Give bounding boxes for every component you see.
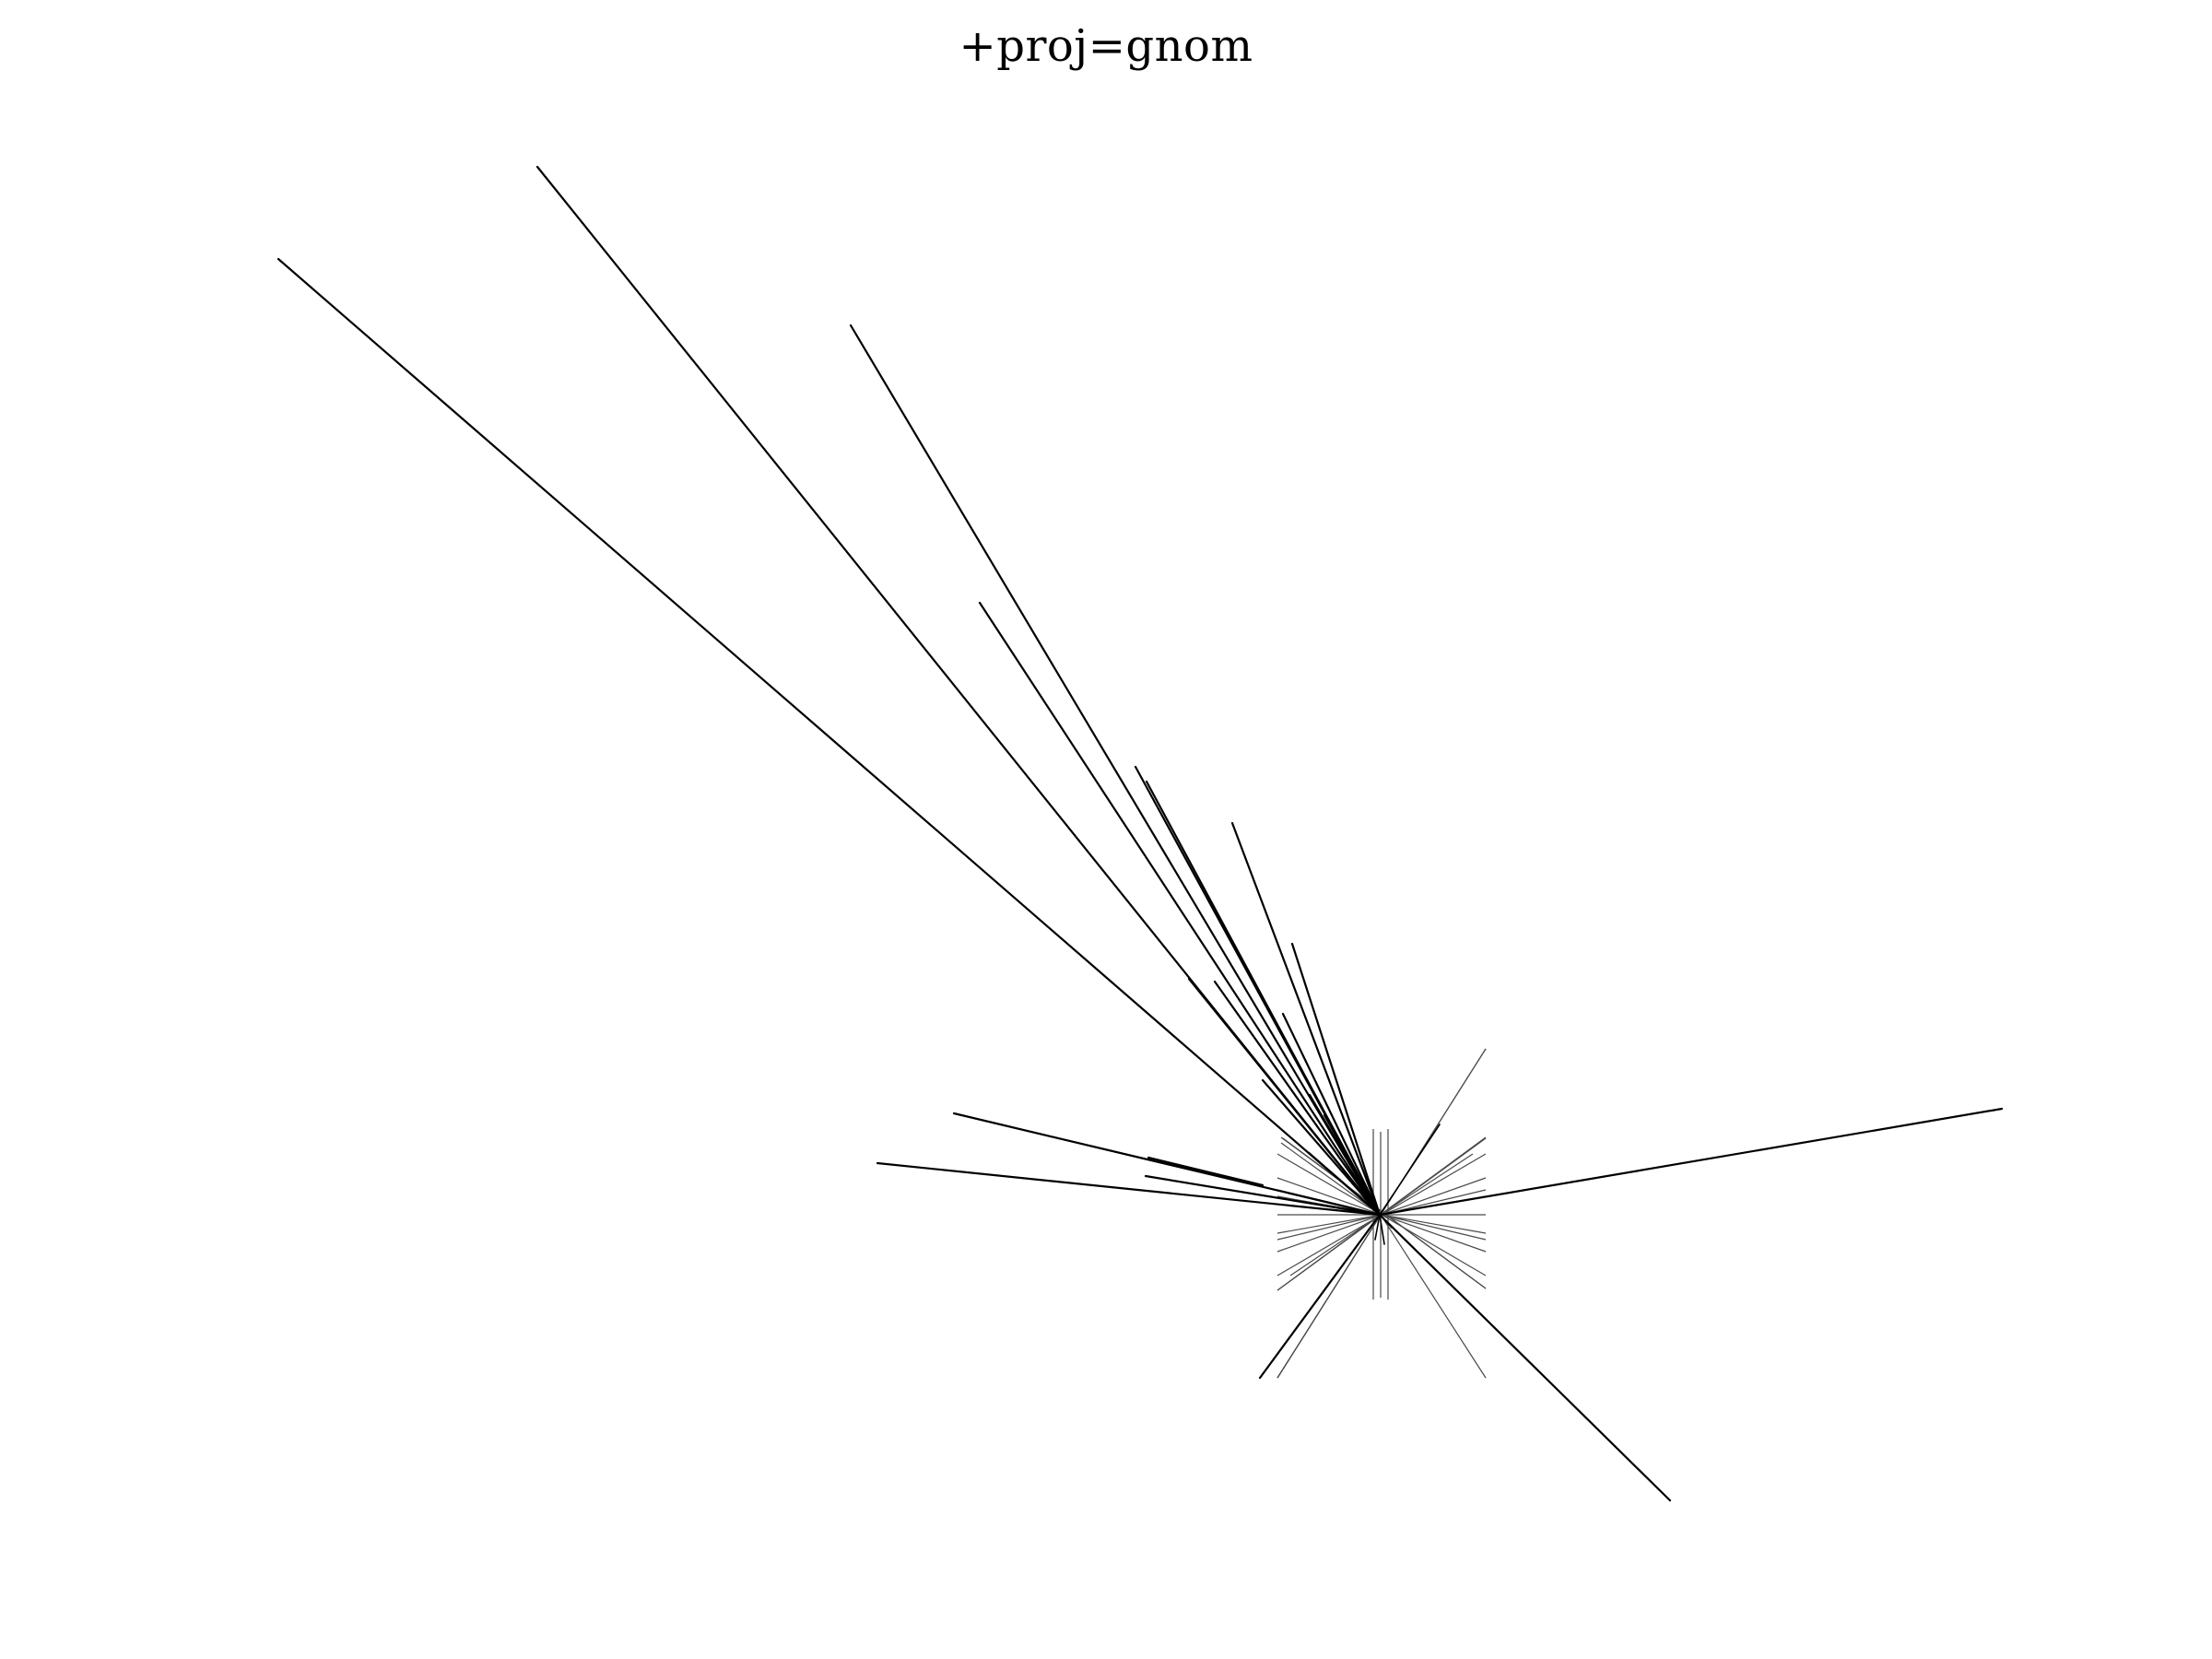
coastline-segment — [1144, 1174, 1382, 1217]
graticule-line — [1380, 1214, 1487, 1379]
graticule — [1277, 1048, 1487, 1379]
coastline-segment — [1378, 1213, 1672, 1502]
coastline-segment — [1213, 980, 1382, 1217]
coastline-segment — [1145, 780, 1382, 1217]
graticule-line — [1280, 1142, 1382, 1216]
coastline-segment — [276, 257, 1382, 1217]
graticule-line — [1277, 1214, 1382, 1379]
coastline-segment — [1147, 1156, 1265, 1187]
coastline-segment — [1290, 942, 1382, 1217]
coastline-segment — [1374, 1214, 1381, 1241]
coastline-segment — [1363, 1197, 1393, 1229]
coastline-segment — [1187, 977, 1382, 1217]
graticule-line — [1380, 1153, 1474, 1216]
coastlines — [276, 165, 2004, 1502]
coastline-segment — [849, 324, 1382, 1217]
coastline-segment — [1261, 1078, 1382, 1217]
map-title: +proj=gnom — [959, 20, 1253, 72]
graticule-line — [1289, 1214, 1382, 1277]
coastline-segment — [1323, 1113, 1382, 1217]
coastline-segment — [1379, 1214, 1385, 1245]
coastline-segment — [1281, 1012, 1382, 1217]
coastline-segment — [1230, 821, 1382, 1217]
coastline-segment — [978, 601, 1382, 1217]
coastline-segment — [876, 1161, 1382, 1217]
coastline-segment — [1379, 1124, 1441, 1216]
coastline-segment — [952, 1112, 1382, 1217]
coastline-segment — [1378, 1107, 2004, 1217]
coastline-segment — [1258, 1213, 1382, 1380]
